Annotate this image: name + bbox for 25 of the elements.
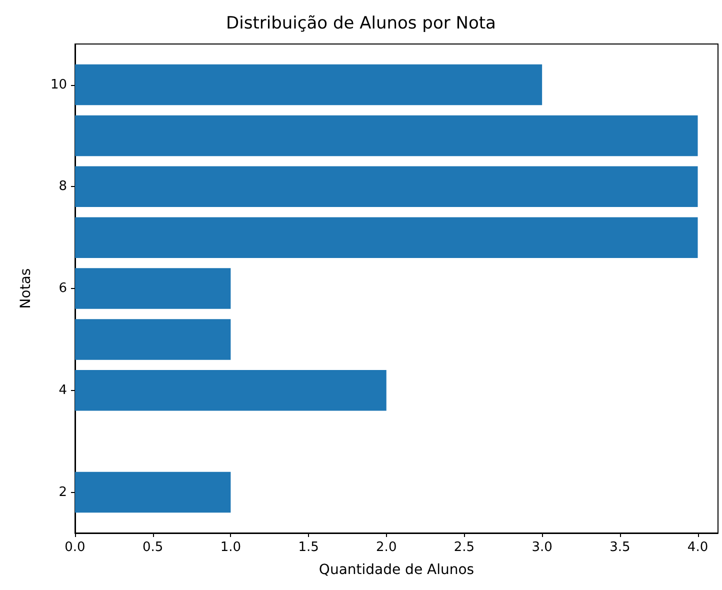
bar	[75, 166, 698, 207]
bar	[75, 472, 231, 513]
y-tick-label: 2	[58, 484, 67, 500]
x-tick-label: 1.5	[298, 540, 319, 555]
x-axis-title: Quantidade de Alunos	[318, 562, 474, 578]
x-tick-label: 3.0	[532, 540, 552, 555]
bar	[75, 370, 386, 411]
bar	[75, 64, 542, 106]
x-tick-label: 2.5	[454, 540, 475, 555]
bar	[75, 115, 698, 156]
y-tick-label: 4	[58, 382, 67, 398]
x-tick-label: 0.0	[64, 540, 86, 555]
x-tick-label: 0.5	[142, 540, 164, 555]
y-tick-label: 8	[58, 179, 67, 194]
x-tick-label: 2.0	[376, 540, 397, 555]
chart-title: Distribuição de Alunos por Nota	[226, 14, 496, 34]
x-tick-label: 4.0	[687, 540, 708, 555]
y-axis-title: Notas	[18, 268, 34, 309]
bar	[75, 319, 231, 360]
x-tick-label: 3.5	[610, 540, 630, 555]
bar	[75, 268, 231, 309]
y-tick-label: 10	[50, 77, 67, 92]
bar	[75, 217, 698, 258]
y-tick-label: 6	[58, 281, 67, 296]
x-tick-label: 1.0	[220, 540, 242, 555]
